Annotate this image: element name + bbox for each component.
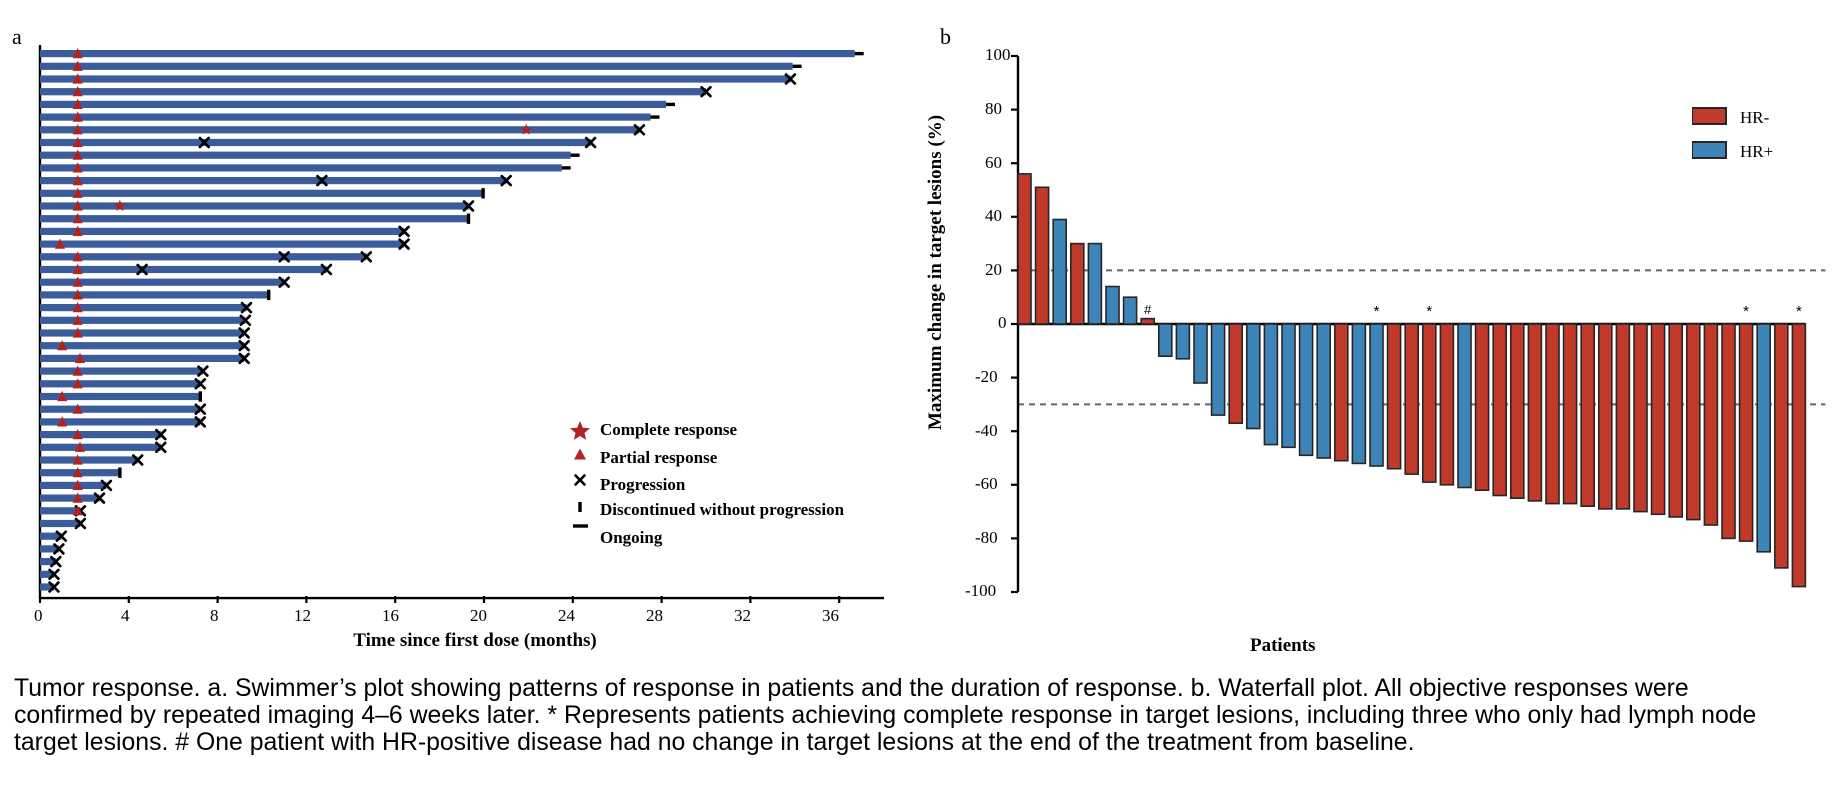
svg-text:*: * bbox=[1374, 303, 1380, 320]
svg-text:*: * bbox=[1426, 303, 1432, 320]
svg-text:*: * bbox=[1796, 303, 1802, 320]
svg-text:*: * bbox=[1743, 303, 1749, 320]
svg-text:#: # bbox=[1144, 302, 1152, 317]
